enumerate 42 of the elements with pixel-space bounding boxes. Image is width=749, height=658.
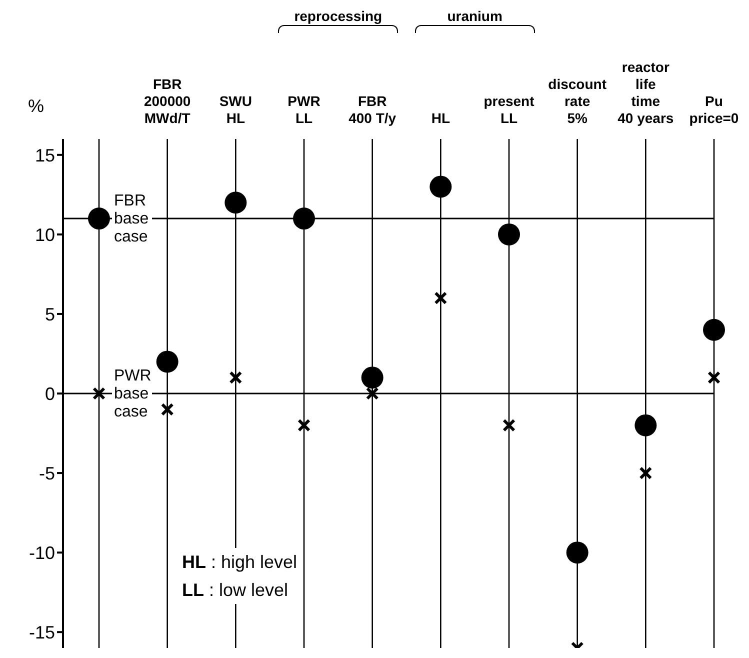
text: uranium xyxy=(446,8,504,24)
point xyxy=(566,542,588,564)
y-tick-label: 15 xyxy=(34,145,55,166)
x-tick-label: present LL xyxy=(484,93,535,126)
text: reprocessing xyxy=(293,8,384,24)
x-tick-label: HL xyxy=(431,110,450,126)
y-tick-label: 10 xyxy=(34,224,55,245)
point xyxy=(92,387,106,400)
annotation: LL : low level xyxy=(182,579,290,602)
y-tick-label: -10 xyxy=(28,542,55,563)
point xyxy=(88,208,110,230)
point xyxy=(293,208,315,230)
x-tick-label: SWU HL xyxy=(219,93,252,126)
y-tick-label: 0 xyxy=(44,384,55,404)
y-tick-label: 5 xyxy=(44,304,55,324)
point xyxy=(634,414,657,436)
point xyxy=(229,371,242,384)
point xyxy=(156,350,178,373)
point xyxy=(160,402,174,416)
point xyxy=(298,418,310,432)
ref-line-label: FBR base case xyxy=(114,192,149,246)
point xyxy=(708,371,720,384)
x-tick-label: reactor life time 40 years xyxy=(618,59,674,126)
y-axis-title: % xyxy=(28,96,44,116)
point xyxy=(639,466,652,480)
x-tick-label: FBR 400 T/y xyxy=(348,93,396,126)
point xyxy=(361,366,384,389)
x-tick-label: FBR 200000 MWd/T xyxy=(144,76,191,126)
point xyxy=(498,223,520,246)
x-tick-label: Pu price=0 xyxy=(689,93,739,126)
annotation: HL : high level xyxy=(182,551,298,574)
point xyxy=(366,387,379,400)
y-tick-label: -5 xyxy=(38,463,55,484)
point xyxy=(434,292,448,305)
y-tick-label: -15 xyxy=(28,622,55,642)
x-tick-label: discount rate 5% xyxy=(548,76,607,126)
ref-line-label: PWR base case xyxy=(114,368,152,420)
point xyxy=(430,176,452,198)
point xyxy=(224,192,247,214)
point xyxy=(502,418,516,432)
point xyxy=(703,318,725,341)
x-tick-label: PWR LL xyxy=(288,93,320,126)
